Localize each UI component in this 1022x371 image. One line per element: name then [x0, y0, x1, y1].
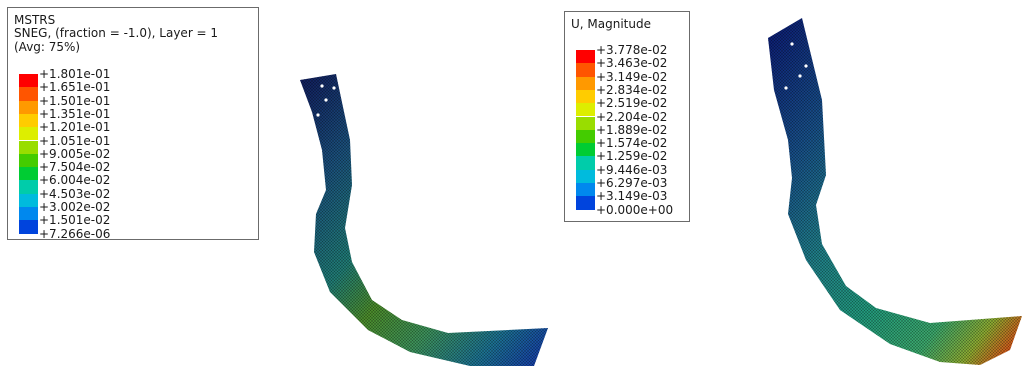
color-swatch — [576, 196, 595, 210]
scale-value: +1.351e-01 — [39, 106, 111, 121]
bolt-hole — [790, 42, 794, 46]
scale-value: +3.149e-02 — [596, 69, 668, 84]
displacement-contour-model — [768, 18, 1022, 365]
displacement-contour-panel: U, Magnitude +3.778e-02 +3.463e-02 +3.149e… — [560, 0, 1022, 371]
legend-title-line: MSTRS — [14, 13, 56, 27]
color-swatch — [19, 74, 38, 88]
color-swatch — [19, 207, 38, 221]
legend-title-line: SNEG, (fraction = -1.0), Layer = 1 — [14, 26, 219, 41]
color-swatch — [576, 183, 595, 197]
color-swatch — [19, 180, 38, 194]
scale-value: +1.574e-02 — [596, 136, 668, 151]
stress-contour-model — [300, 74, 548, 366]
scale-value: +6.004e-02 — [39, 173, 111, 188]
color-swatch — [576, 103, 595, 117]
bolt-hole — [324, 98, 328, 102]
color-swatch — [19, 193, 38, 207]
displacement-legend: U, Magnitude +3.778e-02 +3.463e-02 +3.149e… — [564, 11, 690, 222]
color-swatch — [19, 100, 38, 114]
scale-value: +3.002e-02 — [39, 200, 111, 214]
scale-value: +1.801e-01 — [39, 67, 111, 81]
bolt-hole — [798, 74, 802, 78]
color-swatch — [19, 127, 38, 141]
scale-value: +3.149e-03 — [596, 189, 668, 204]
scale-value: +3.463e-02 — [596, 56, 668, 71]
scale-value: +2.519e-02 — [596, 96, 668, 111]
scale-value: +1.501e-01 — [39, 93, 111, 108]
scale-value: +3.778e-02 — [596, 43, 668, 57]
bolt-hole — [784, 86, 788, 90]
color-swatch — [576, 50, 595, 64]
color-swatch — [19, 220, 38, 234]
scale-value: +1.501e-02 — [39, 213, 111, 228]
color-swatch — [19, 140, 38, 154]
scale-value: +2.204e-02 — [596, 109, 668, 124]
color-swatch — [576, 156, 595, 170]
stress-contour-panel: MSTRS SNEG, (fraction = -1.0), Layer = 1… — [7, 7, 548, 366]
scale-value: +1.651e-01 — [39, 80, 111, 95]
color-swatch — [576, 116, 595, 130]
scale-value: +9.005e-02 — [39, 146, 111, 161]
color-swatch — [576, 169, 595, 183]
scale-value: +1.259e-02 — [596, 149, 668, 164]
color-swatch — [576, 143, 595, 157]
scale-value: +9.446e-03 — [596, 162, 668, 177]
bolt-hole — [320, 84, 324, 88]
bolt-hole — [316, 113, 320, 117]
bolt-hole — [804, 64, 808, 68]
color-swatch — [19, 87, 38, 101]
color-swatch — [19, 113, 38, 128]
color-swatch — [576, 76, 595, 90]
legend-title-line: U, Magnitude — [571, 17, 651, 31]
scale-value: +1.201e-01 — [39, 120, 111, 135]
scale-value: +0.000e+00 — [596, 202, 674, 217]
legend-title-line: (Avg: 75%) — [14, 39, 81, 54]
scale-value: +7.266e-06 — [39, 226, 111, 241]
color-swatch — [576, 89, 595, 104]
stress-legend: MSTRS SNEG, (fraction = -1.0), Layer = 1… — [7, 7, 259, 240]
scale-value: +1.051e-01 — [39, 133, 111, 148]
bolt-hole — [332, 86, 336, 90]
color-swatch — [19, 167, 38, 181]
scale-value: +7.504e-02 — [39, 160, 111, 175]
color-swatch — [576, 63, 595, 77]
scale-value: +2.834e-02 — [596, 82, 668, 97]
color-swatch — [19, 153, 38, 168]
color-swatch — [576, 129, 595, 144]
scale-value: +6.297e-03 — [596, 176, 668, 190]
scale-value: +1.889e-02 — [596, 122, 668, 137]
scale-value: +4.503e-02 — [39, 186, 111, 201]
